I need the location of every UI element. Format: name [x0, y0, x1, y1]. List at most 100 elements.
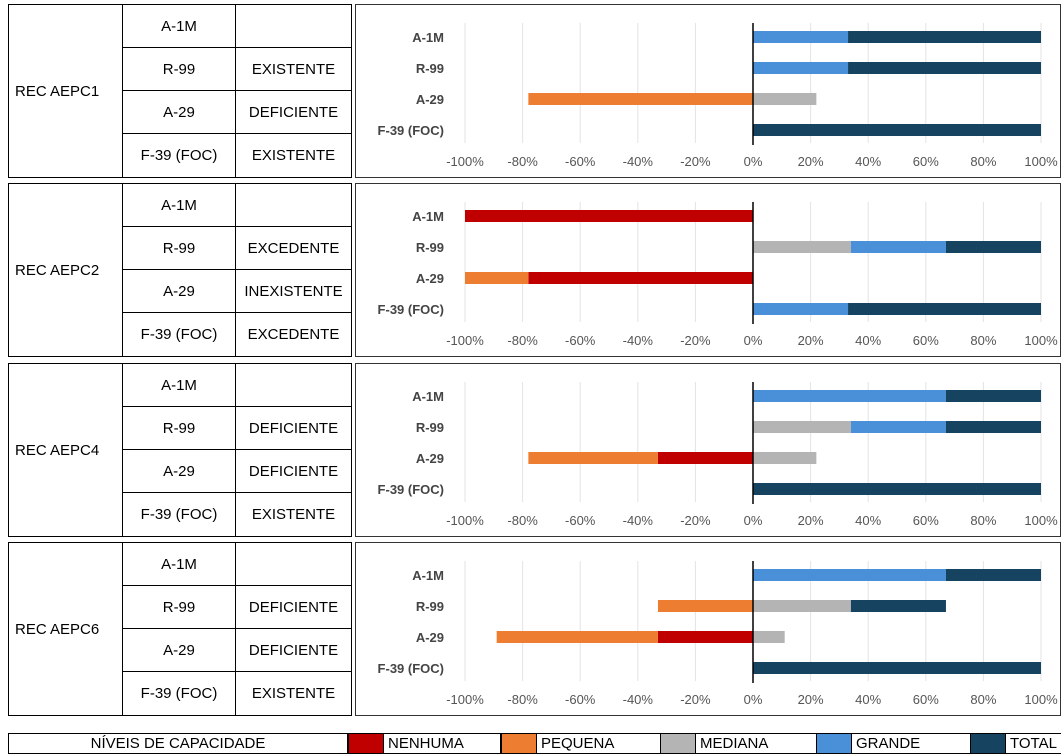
- bar-segment-total: [753, 124, 1041, 136]
- chart-box: A-1M R-99 A-29 F-39 (FOC) -100% -80% -60% -40% -…: [355, 183, 1061, 357]
- status-cell: EXISTENTE: [251, 506, 336, 523]
- equipment-cell: R-99: [123, 227, 236, 269]
- capability-table: REC AEPC6 A-1M R-99 DEFICIENTE A-29 DEFICIENT…: [8, 542, 352, 716]
- x-tick-label: 60%: [913, 333, 939, 348]
- legend-item-pequena: PEQUENA: [501, 733, 661, 754]
- bar-segment-grande: [753, 31, 849, 43]
- legend-swatch: [501, 733, 537, 754]
- x-tick-label: -20%: [680, 513, 711, 528]
- bar-segment-total: [945, 390, 1041, 402]
- x-tick-label: 0%: [744, 513, 763, 528]
- stacked-bar-chart: A-1M R-99 A-29 F-39 (FOC) -100% -80% -60% -40% -…: [378, 202, 1058, 348]
- x-tick-label: -20%: [680, 333, 711, 348]
- bar-segment-total: [945, 241, 1041, 253]
- bar-segment-pequena: [465, 272, 529, 284]
- category-label: F-39 (FOC): [378, 482, 444, 497]
- x-tick-label: -60%: [565, 333, 596, 348]
- status-cell: EXCEDENTE: [247, 239, 340, 257]
- category-label: R-99: [416, 599, 444, 614]
- equipment-cell: A-1M: [123, 543, 236, 585]
- bar-segment-grande: [753, 303, 849, 315]
- x-tick-label: -60%: [565, 154, 596, 169]
- status-cell: DEFICIENTE: [248, 462, 339, 480]
- legend-label: NENHUMA: [384, 733, 501, 754]
- x-tick-label: 20%: [798, 154, 824, 169]
- table-row: A-29 DEFICIENTE: [123, 91, 351, 134]
- table-row: A-29 DEFICIENTE: [123, 450, 351, 493]
- status-cell: [236, 364, 351, 406]
- equipment-cell: F-39 (FOC): [123, 313, 236, 356]
- table-row: A-29 INEXISTENTE: [123, 270, 351, 313]
- legend-item-mediana: MEDIANA: [660, 733, 817, 754]
- bar-segment-grande: [850, 421, 946, 433]
- table-row: A-1M: [123, 364, 351, 407]
- panel-rec-aepc4: REC AEPC4 A-1M R-99 DEFICIENTE A-29 DEFICIENT…: [8, 363, 1061, 539]
- equipment-cell: A-29: [123, 450, 236, 492]
- bar-segment-total: [753, 662, 1041, 674]
- legend-label: PEQUENA: [537, 733, 661, 754]
- legend-swatch: [348, 733, 384, 754]
- x-tick-label: 40%: [855, 513, 881, 528]
- legend: NÍVEIS DE CAPACIDADE NENHUMA PEQUENA MEDIA…: [8, 733, 1061, 754]
- x-tick-label: 80%: [970, 154, 996, 169]
- legend-swatch: [660, 733, 696, 754]
- capability-table: REC AEPC2 A-1M R-99 EXCEDENTE A-29 INEXISTENT…: [8, 183, 352, 357]
- stacked-bar-chart: A-1M R-99 A-29 F-39 (FOC) -100% -80% -60% -40% -…: [378, 561, 1058, 707]
- category-label: R-99: [416, 240, 444, 255]
- bar-segment-total: [945, 569, 1041, 581]
- equipment-cell: A-29: [123, 629, 236, 671]
- status-cell: [236, 5, 351, 47]
- status-cell: EXISTENTE: [251, 147, 336, 164]
- equipment-cell: F-39 (FOC): [123, 493, 236, 536]
- status-cell: EXISTENTE: [251, 685, 336, 702]
- bar-segment-pequena: [496, 631, 658, 643]
- equipment-cell: F-39 (FOC): [123, 134, 236, 177]
- legend-item-nenhuma: NENHUMA: [348, 733, 501, 754]
- equipment-cell: F-39 (FOC): [123, 672, 236, 715]
- status-cell: [236, 543, 351, 585]
- equipment-cell: R-99: [123, 48, 236, 90]
- x-tick-label: -60%: [565, 513, 596, 528]
- legend-item-total: TOTAL: [970, 733, 1061, 754]
- table-row: F-39 (FOC) EXISTENTE: [123, 493, 351, 536]
- table-row: F-39 (FOC) EXISTENTE: [123, 672, 351, 715]
- x-tick-label: -80%: [507, 513, 538, 528]
- bar-segment-nenhuma: [528, 272, 753, 284]
- bar-segment-mediana: [753, 93, 817, 105]
- bar-segment-pequena: [657, 600, 753, 612]
- category-label: R-99: [416, 420, 444, 435]
- chart-box: A-1M R-99 A-29 F-39 (FOC) -100% -80% -60% -40% -…: [355, 4, 1061, 178]
- stacked-bar-chart: A-1M R-99 A-29 F-39 (FOC) -100% -80% -60% -40% -…: [378, 23, 1058, 169]
- bar-segment-nenhuma: [657, 452, 753, 464]
- group-label: REC AEPC2: [9, 184, 123, 356]
- x-tick-label: -80%: [507, 154, 538, 169]
- x-tick-label: -20%: [680, 154, 711, 169]
- equipment-cell: A-1M: [123, 364, 236, 406]
- bar-segment-mediana: [753, 452, 817, 464]
- panel-rec-aepc2: REC AEPC2 A-1M R-99 EXCEDENTE A-29 INEXISTENT…: [8, 183, 1061, 359]
- x-tick-label: 20%: [798, 333, 824, 348]
- table-row: R-99 DEFICIENTE: [123, 586, 351, 629]
- panel-rec-aepc1: REC AEPC1 A-1M R-99 EXISTENTE A-29 DEFICIENTE…: [8, 4, 1061, 180]
- panel-rec-aepc6: REC AEPC6 A-1M R-99 DEFICIENTE A-29 DEFICIENT…: [8, 542, 1061, 718]
- x-tick-label: -40%: [623, 513, 654, 528]
- legend-swatch: [970, 733, 1006, 754]
- equipment-cell: R-99: [123, 407, 236, 449]
- table-row: A-1M: [123, 543, 351, 586]
- x-tick-label: -40%: [623, 333, 654, 348]
- x-tick-label: -80%: [507, 692, 538, 707]
- category-label: A-1M: [412, 209, 444, 224]
- category-label: A-29: [416, 271, 444, 286]
- capability-table: REC AEPC1 A-1M R-99 EXISTENTE A-29 DEFICIENTE…: [8, 4, 352, 178]
- chart-box: A-1M R-99 A-29 F-39 (FOC) -100% -80% -60% -40% -…: [355, 542, 1061, 716]
- group-label: REC AEPC4: [9, 364, 123, 536]
- bar-segment-mediana: [753, 631, 785, 643]
- x-tick-label: 20%: [798, 513, 824, 528]
- x-tick-label: 80%: [970, 513, 996, 528]
- x-tick-label: 40%: [855, 333, 881, 348]
- category-label: A-1M: [412, 389, 444, 404]
- x-tick-label: -60%: [565, 692, 596, 707]
- category-label: R-99: [416, 61, 444, 76]
- category-label: F-39 (FOC): [378, 661, 444, 676]
- legend-title: NÍVEIS DE CAPACIDADE: [8, 733, 348, 754]
